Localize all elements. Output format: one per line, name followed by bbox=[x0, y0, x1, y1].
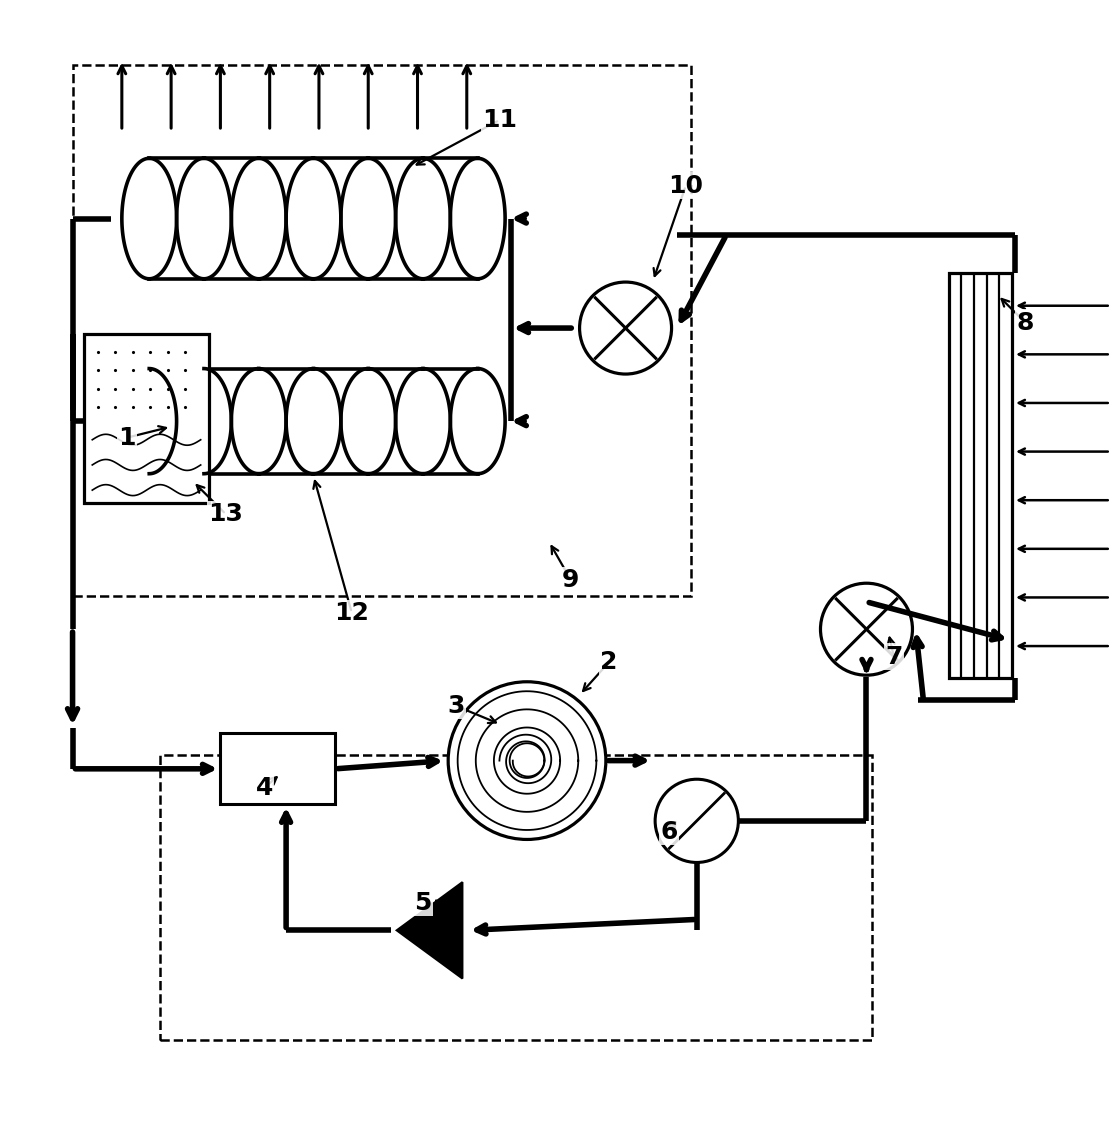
Text: 8: 8 bbox=[1017, 311, 1034, 335]
Text: 4: 4 bbox=[255, 777, 273, 800]
Bar bbox=[83, 334, 210, 504]
Bar bbox=[948, 274, 1013, 678]
Circle shape bbox=[448, 682, 606, 840]
Text: 3: 3 bbox=[447, 694, 465, 718]
Text: 9: 9 bbox=[562, 568, 580, 592]
Circle shape bbox=[821, 583, 913, 675]
Text: 7: 7 bbox=[885, 645, 903, 668]
Bar bbox=[221, 734, 335, 805]
Text: 13: 13 bbox=[208, 503, 243, 526]
Text: 10: 10 bbox=[669, 174, 703, 197]
Circle shape bbox=[655, 779, 739, 862]
Text: 12: 12 bbox=[335, 601, 369, 624]
Text: 5: 5 bbox=[415, 891, 431, 915]
Text: 2: 2 bbox=[600, 650, 618, 674]
Polygon shape bbox=[397, 882, 462, 978]
Circle shape bbox=[580, 282, 672, 374]
Text: 11: 11 bbox=[482, 108, 517, 132]
Bar bbox=[72, 65, 691, 596]
Bar bbox=[160, 755, 872, 1040]
Text: 1: 1 bbox=[119, 426, 136, 450]
Text: 6: 6 bbox=[661, 819, 678, 844]
